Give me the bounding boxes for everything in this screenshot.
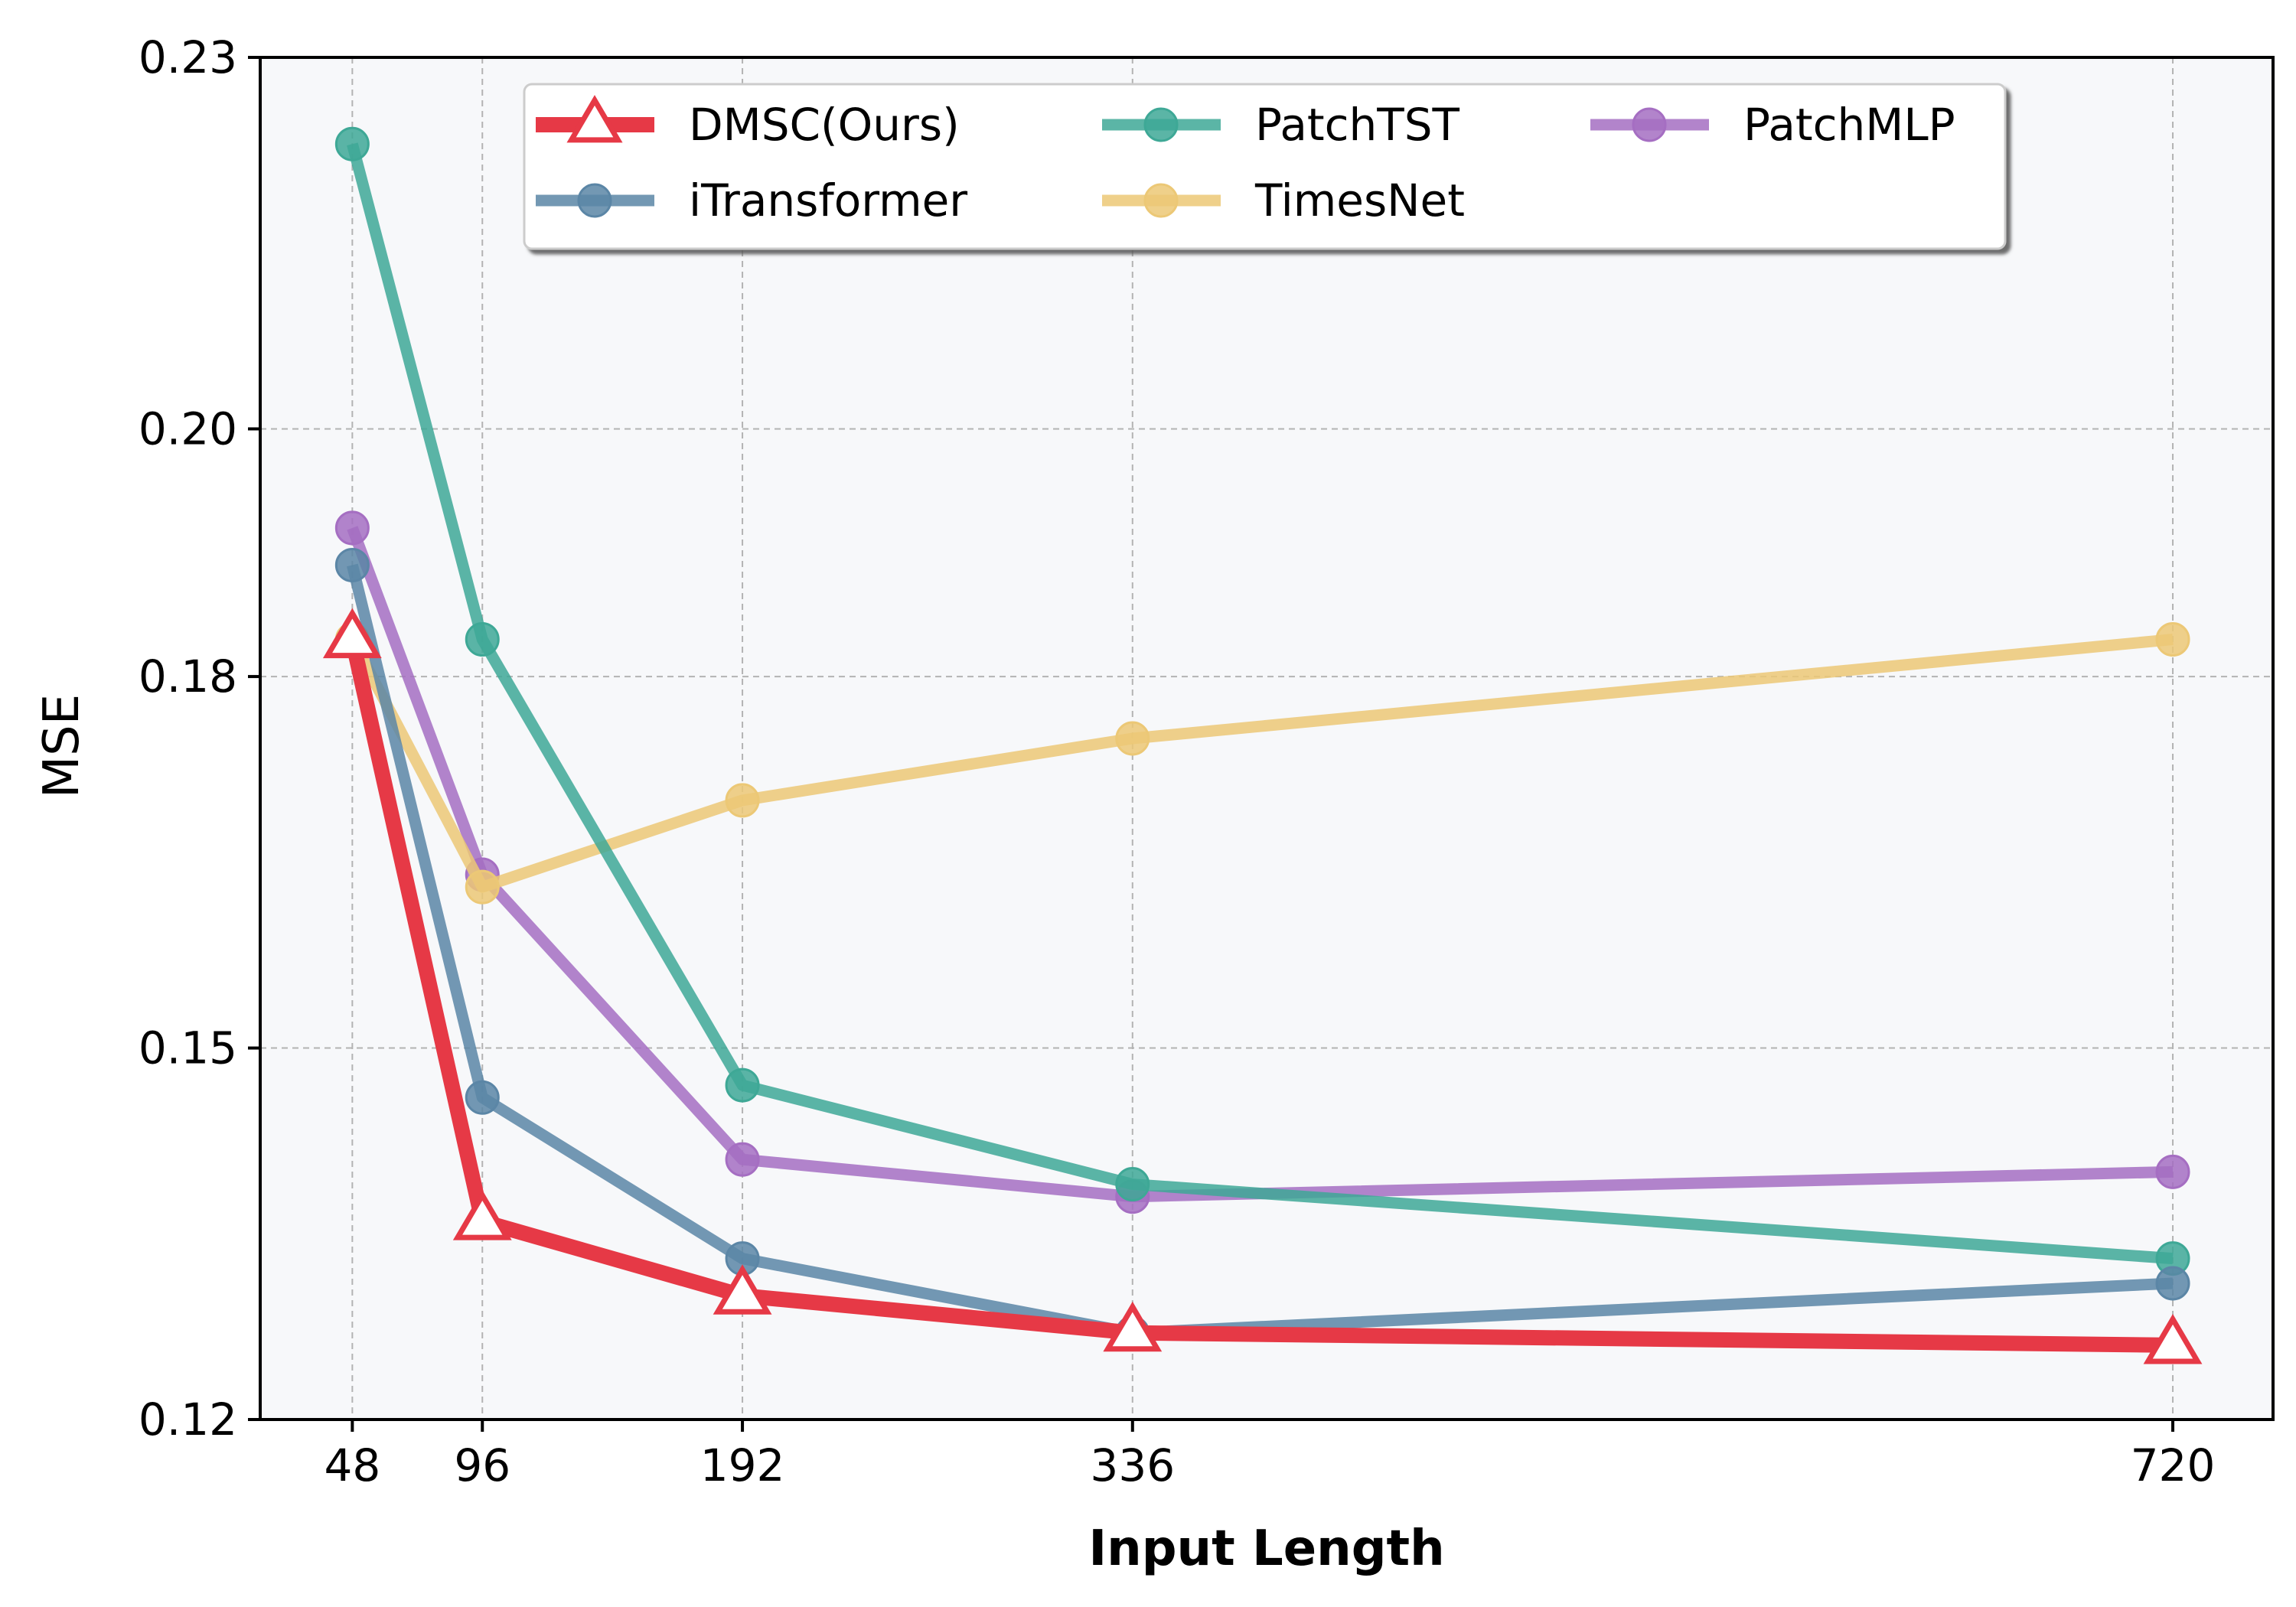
series-patchmlp-point [725, 1142, 760, 1177]
series-dmsc-ours-point [452, 1190, 512, 1240]
series-itransformer-point [334, 547, 370, 582]
series-patchtst-point [465, 622, 500, 657]
series-patchtst-point [725, 1068, 760, 1103]
series-dmsc-ours-point [322, 608, 382, 659]
series-patchtst-point [1115, 1167, 1150, 1202]
series-timesnet-point [2155, 622, 2190, 657]
y-tick-label: 0.12 [139, 1393, 237, 1446]
legend: DMSC(Ours) iTransformer PatchTST TimesNet Pa… [523, 83, 2007, 250]
y-tick-label: 0.18 [139, 650, 237, 702]
series-timesnet-point [465, 869, 500, 905]
x-tick-label: 720 [2131, 1439, 2216, 1491]
legend-patchmlp-label: PatchMLP [1743, 99, 1955, 151]
legend-dmsc-ours-label: DMSC(Ours) [689, 99, 960, 151]
legend-itransformer-marker [577, 183, 612, 218]
y-axis-title: MSE [34, 694, 90, 798]
y-tick-label: 0.15 [139, 1022, 237, 1074]
x-tick-label: 48 [324, 1439, 380, 1491]
x-tick-label: 336 [1090, 1439, 1175, 1491]
series-itransformer-point [2155, 1266, 2190, 1301]
y-tick-label: 0.23 [139, 31, 237, 83]
series-itransformer-point [465, 1080, 500, 1115]
x-tick-label: 96 [454, 1439, 510, 1491]
legend-timesnet-label: TimesNet [1254, 174, 1465, 227]
series-dmsc-ours-group [322, 608, 2203, 1364]
x-axis-ticks: 48 96 192 336 720 [324, 1420, 2215, 1491]
legend-itransformer-label: iTransformer [689, 174, 967, 227]
legend-timesnet-marker [1143, 183, 1179, 218]
legend-patchmlp-marker [1632, 107, 1667, 142]
plot-background [260, 57, 2273, 1420]
series-timesnet-point [725, 783, 760, 818]
x-tick-label: 192 [700, 1439, 785, 1491]
plot-frame [259, 56, 2275, 1421]
series-layer [322, 126, 2203, 1364]
series-dmsc-ours-point [2143, 1313, 2203, 1364]
y-axis-ticks: 0.12 0.15 0.18 0.20 0.23 [139, 31, 260, 1446]
legend-patchtst-marker [1143, 107, 1179, 142]
series-patchtst-group [334, 126, 2190, 1276]
series-timesnet-point [1115, 721, 1150, 756]
series-patchtst-point [334, 126, 370, 161]
series-patchmlp-point [2155, 1154, 2190, 1189]
legend-patchtst-label: PatchTST [1255, 99, 1460, 151]
legend-dmsc-ours-marker [566, 95, 623, 143]
series-dmsc-ours-point [713, 1264, 772, 1315]
series-dmsc-ours-point [1103, 1301, 1163, 1352]
y-tick-label: 0.20 [139, 403, 237, 455]
x-axis-title: Input Length [1088, 1521, 1444, 1577]
series-patchmlp-point [334, 510, 370, 546]
